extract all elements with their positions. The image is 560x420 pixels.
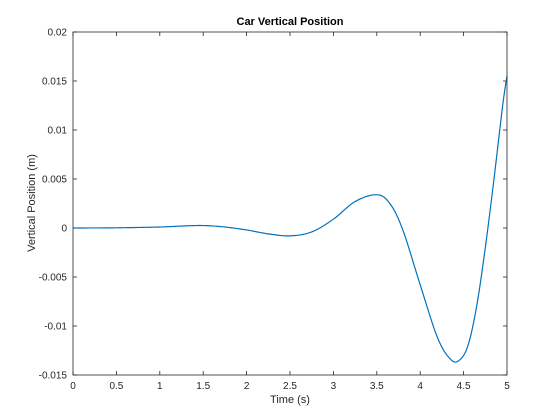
x-tick-label: 2.5	[283, 381, 297, 392]
x-tick-label: 0.5	[109, 381, 123, 392]
x-tick-label: 3	[331, 381, 337, 392]
x-tick-label: 1	[157, 381, 163, 392]
tick-label-layer: 0 0.5 1 1.5 2 2.5 3 3.5 4 4.5 5 -0.015 -0.01 -0.005 0 0…	[39, 28, 511, 393]
y-tick-label: -0.015	[39, 371, 68, 382]
y-tick-label: 0.02	[48, 28, 68, 39]
x-tick-label: 4.5	[457, 381, 471, 392]
x-tick-label: 4	[417, 381, 423, 392]
y-tick-label: 0.005	[42, 175, 67, 186]
y-axis-label: Vertical Position (m)	[26, 154, 38, 252]
x-tick-label: 3.5	[370, 381, 384, 392]
x-axis-label: Time (s)	[270, 394, 310, 406]
axes-box	[72, 31, 508, 376]
series-line	[72, 76, 508, 363]
plot-area	[73, 32, 507, 375]
y-tick-label: 0	[61, 224, 67, 235]
y-tick-label: -0.005	[39, 273, 68, 284]
x-tick-label: 0	[70, 381, 76, 392]
x-tick-label: 1.5	[196, 381, 210, 392]
y-tick-label: 0.01	[48, 126, 68, 137]
y-tick-label: 0.015	[42, 77, 67, 88]
x-tick-label: 2	[244, 381, 250, 392]
chart-title: Car Vertical Position	[237, 16, 344, 28]
x-tick-label: 5	[504, 381, 510, 392]
y-tick-label: -0.01	[44, 322, 67, 333]
